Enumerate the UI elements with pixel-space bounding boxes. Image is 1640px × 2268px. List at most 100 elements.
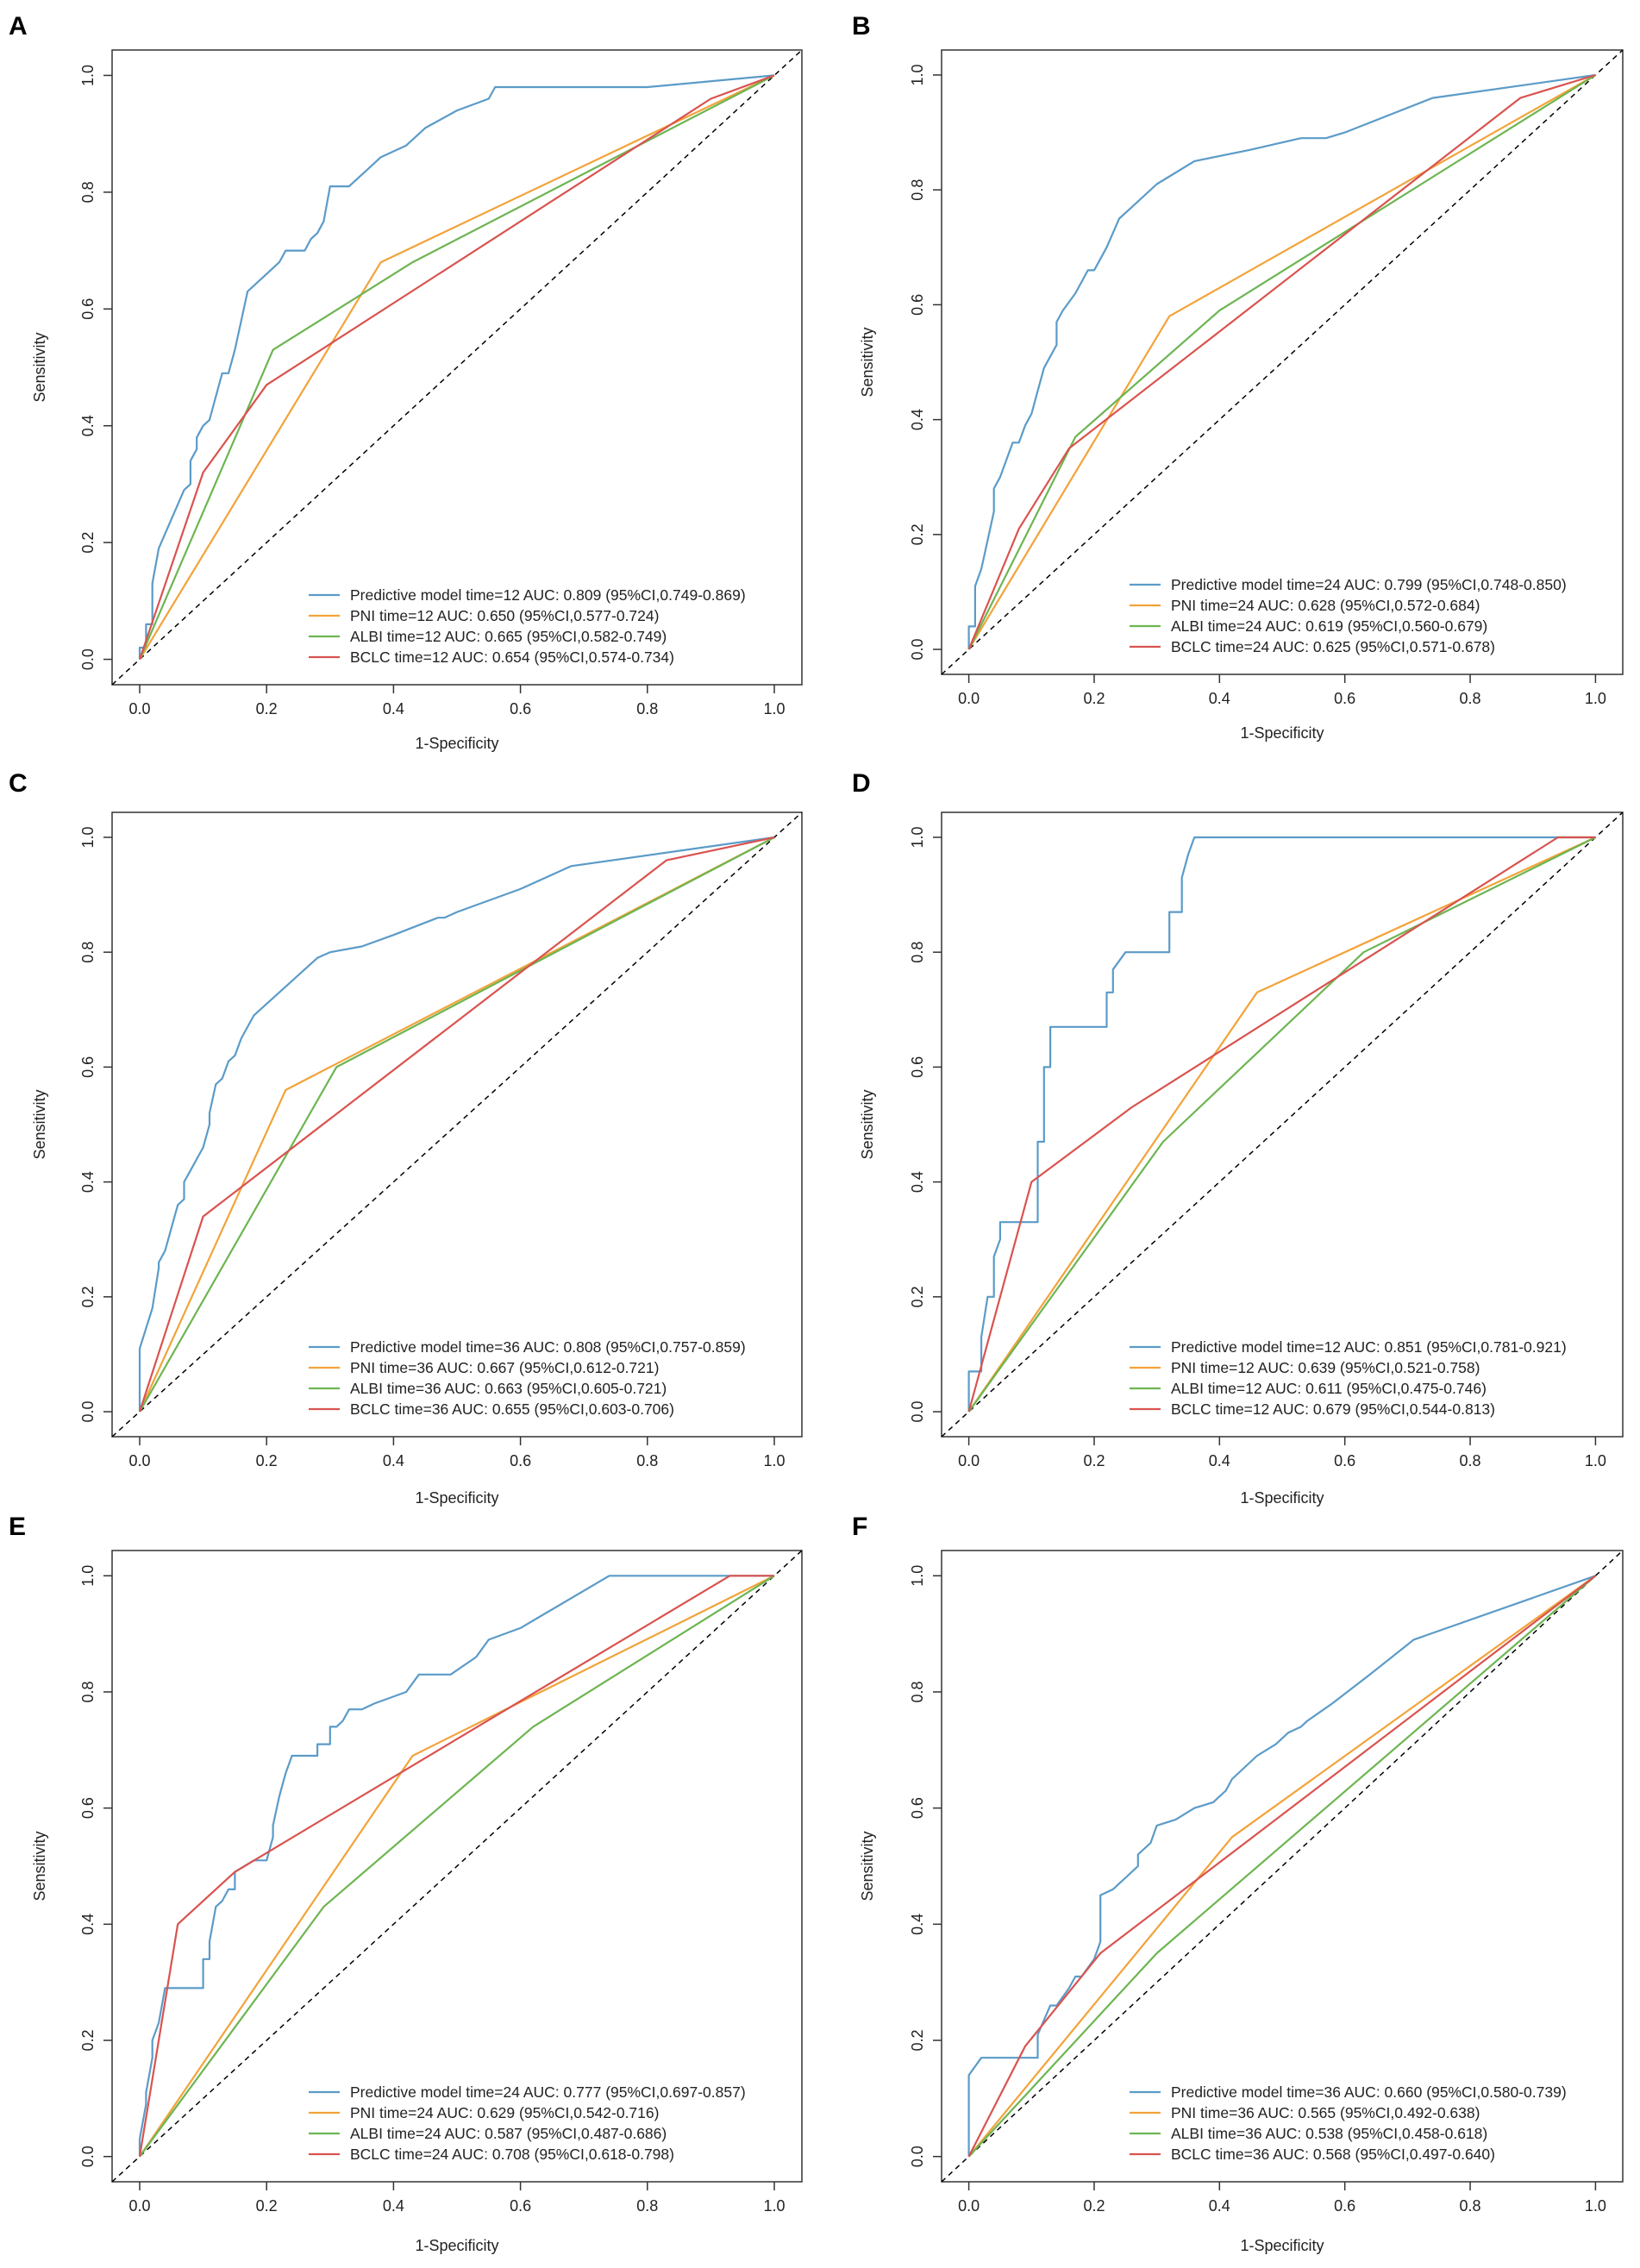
legend-entry: PNI time=24 AUC: 0.628 (95%CI,0.572-0.68… [1171,597,1480,614]
y-tick-label: 0.8 [79,1681,97,1702]
y-tick-label: 0.8 [909,179,926,201]
plot-frame [941,49,1624,675]
legend-entry: Predictive model time=24 AUC: 0.777 (95%… [350,2083,746,2101]
legend-entry: ALBI time=36 AUC: 0.663 (95%CI,0.605-0.7… [350,1380,667,1397]
y-tick-label: 1.0 [79,1565,97,1587]
panel-f: F 0.0 0.2 0.4 0.6 0.8 1.0 0.0 0.2 0.4 0.6 0.8 1.0 1-S… [852,1513,1624,2254]
legend-entry: PNI time=12 AUC: 0.650 (95%CI,0.577-0.72… [350,607,659,624]
reference-diagonal [941,49,1624,675]
roc-curve-3 [139,1575,775,2158]
x-tick-label: 0.2 [1083,1452,1105,1469]
x-tick-label: 0.8 [1460,690,1481,707]
roc-curve-3 [967,836,1596,1413]
y-tick-label: 0.4 [79,1171,97,1193]
legend-entry: ALBI time=36 AUC: 0.538 (95%CI,0.458-0.6… [1171,2125,1487,2142]
roc-curve-2 [139,1575,775,2158]
x-axis-label: 1-Specificity [1240,2237,1324,2254]
plot-frame [111,1550,803,2183]
roc-curve-1 [967,836,1596,1412]
y-tick-label: 0.8 [909,1681,926,1702]
plot-frame [941,1550,1624,2183]
x-axis-label: 1-Specificity [1240,1489,1324,1507]
x-tick-label: 0.0 [128,700,150,717]
y-tick-label: 0.2 [79,1286,97,1307]
y-tick-label: 1.0 [909,826,926,848]
x-tick-label: 0.4 [383,2197,404,2215]
roc-curve-2 [967,836,1596,1413]
x-tick-label: 0.8 [636,2197,658,2215]
legend-entry: BCLC time=36 AUC: 0.655 (95%CI,0.603-0.7… [350,1400,674,1418]
roc-curve-4 [967,836,1596,1413]
x-tick-label: 1.0 [1585,2197,1606,2215]
x-tick-label: 0.6 [510,700,531,717]
x-tick-label: 0.4 [383,1452,404,1469]
legend-entry: ALBI time=12 AUC: 0.611 (95%CI,0.475-0.7… [1171,1380,1487,1397]
panel-label: C [9,769,28,798]
y-tick-label: 0.0 [909,2146,926,2167]
legend: Predictive model time=24 AUC: 0.777 (95%… [309,2083,746,2163]
roc-curve-1 [967,1575,1596,2157]
legend-entry: Predictive model time=24 AUC: 0.799 (95%… [1171,576,1567,593]
x-tick-label: 0.2 [256,700,278,717]
x-axis-label: 1-Specificity [415,735,498,752]
y-tick-label: 0.8 [79,181,97,203]
y-tick-label: 0.6 [909,1056,926,1078]
y-tick-label: 0.2 [909,1286,926,1307]
y-tick-label: 0.0 [79,648,97,670]
legend-entry: BCLC time=12 AUC: 0.654 (95%CI,0.574-0.7… [350,648,674,666]
x-tick-label: 0.0 [958,2197,980,2215]
x-tick-label: 0.8 [1460,1452,1481,1469]
x-tick-label: 1.0 [1585,1452,1606,1469]
roc-curve-2 [138,836,775,1413]
roc-curve-4 [138,836,775,1413]
panel-c: C 0.0 0.2 0.4 0.6 0.8 1.0 0.0 0.2 0.4 0.6 0.8 1.0 1-S… [9,769,803,1507]
x-tick-label: 0.4 [383,700,404,717]
panel-label: E [9,1513,26,1541]
y-tick-label: 1.0 [79,65,97,86]
x-tick-label: 0.0 [958,690,980,707]
panel-d: D 0.0 0.2 0.4 0.6 0.8 1.0 0.0 0.2 0.4 0.6 0.8 1.0 1-S… [852,769,1624,1507]
legend-entry: BCLC time=36 AUC: 0.568 (95%CI,0.497-0.6… [1171,2146,1495,2163]
y-tick-label: 0.4 [79,415,97,436]
roc-curve-3 [967,1575,1597,2158]
y-tick-label: 0.0 [909,639,926,661]
y-tick-label: 0.6 [79,1797,97,1819]
y-axis-label: Sensitivity [859,1089,876,1159]
x-tick-label: 1.0 [763,700,785,717]
y-tick-label: 1.0 [909,64,926,85]
reference-diagonal [941,811,1624,1438]
reference-diagonal [111,49,803,686]
roc-curve-1 [138,836,775,1412]
x-tick-label: 0.0 [128,1452,150,1469]
legend-entry: ALBI time=24 AUC: 0.587 (95%CI,0.487-0.6… [350,2125,667,2142]
roc-curve-2 [967,1575,1597,2158]
y-tick-label: 0.2 [79,2030,97,2052]
roc-curve-1 [967,73,1596,649]
x-tick-label: 1.0 [763,2197,785,2215]
legend-entry: PNI time=24 AUC: 0.629 (95%CI,0.542-0.71… [350,2104,659,2121]
legend-entry: Predictive model time=36 AUC: 0.660 (95%… [1171,2083,1567,2101]
plot-frame [111,49,803,686]
x-axis-label: 1-Specificity [415,2237,498,2254]
x-tick-label: 0.6 [510,1452,531,1469]
y-tick-label: 0.6 [909,1797,926,1819]
y-tick-label: 0.2 [79,532,97,554]
plot-frame [941,811,1624,1438]
y-tick-label: 0.4 [909,409,926,430]
y-tick-label: 0.4 [909,1914,926,1935]
reference-diagonal [111,811,803,1438]
y-tick-label: 0.2 [909,2030,926,2052]
y-tick-label: 1.0 [79,826,97,848]
x-axis-label: 1-Specificity [1240,724,1324,742]
y-axis-label: Sensitivity [31,1831,48,1901]
legend-entry: Predictive model time=36 AUC: 0.808 (95%… [350,1338,746,1356]
reference-diagonal [941,1550,1624,2183]
legend-entry: BCLC time=12 AUC: 0.679 (95%CI,0.544-0.8… [1171,1400,1495,1418]
x-tick-label: 1.0 [1585,690,1606,707]
x-tick-label: 0.6 [1334,690,1355,707]
y-tick-label: 0.2 [909,523,926,545]
x-axis-label: 1-Specificity [415,1489,498,1507]
legend: Predictive model time=12 AUC: 0.809 (95%… [309,586,746,666]
legend-entry: PNI time=12 AUC: 0.639 (95%CI,0.521-0.75… [1171,1359,1480,1376]
